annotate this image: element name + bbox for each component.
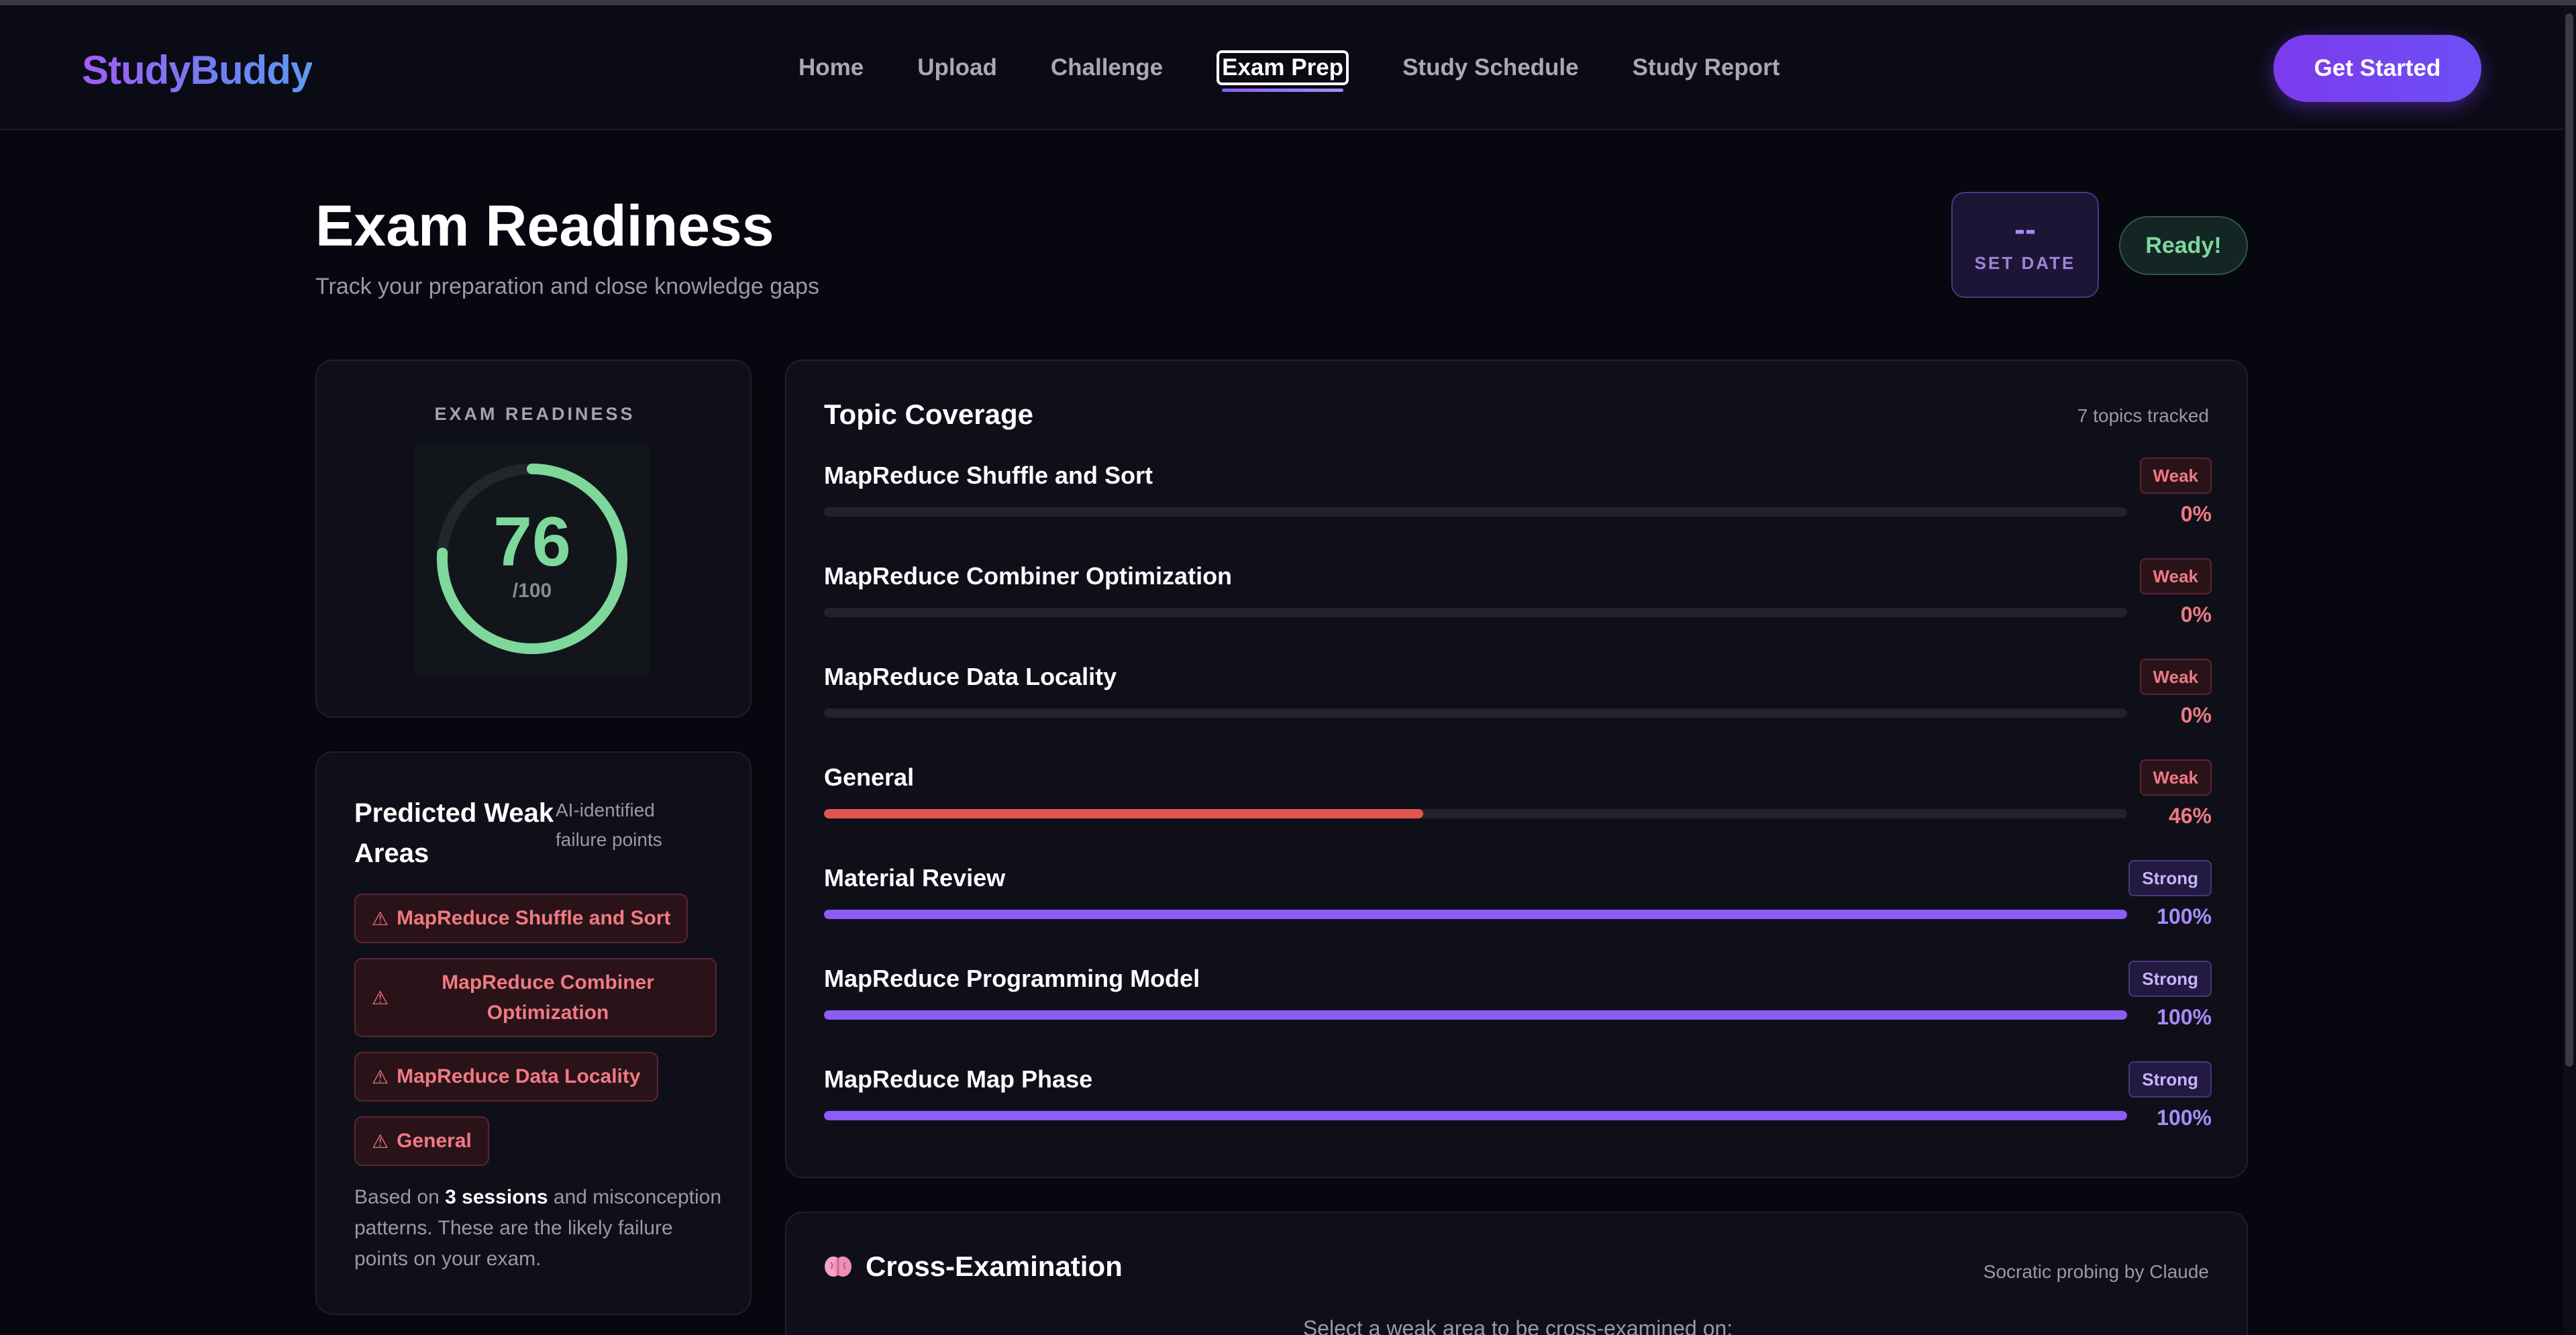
topic-name: MapReduce Map Phase [824,1065,1093,1093]
topic-name: MapReduce Combiner Optimization [824,562,1233,590]
page-subtitle: Track your preparation and close knowled… [315,274,819,299]
topic-row: MapReduce Programming Model Strong 100% [824,961,2212,1065]
top-navbar: StudyBuddy Home Upload Challenge Exam Pr… [0,5,2563,130]
weak-area-tag-label: MapReduce Combiner Optimization [442,971,654,1024]
exam-date-value: -- [2014,211,2036,248]
topic-percent: 0% [2180,602,2212,627]
topic-name: MapReduce Data Locality [824,663,1117,690]
weak-area-tag-label: MapReduce Data Locality [397,1065,641,1087]
scrollbar-thumb[interactable] [2565,13,2573,1067]
exam-readiness-card: EXAM READINESS 76 /100 [315,360,752,718]
topic-status-badge: Strong [2128,961,2212,997]
cross-examination-subtitle: Socratic probing by Claude [1983,1261,2209,1282]
main-nav: Home Upload Challenge Exam Prep Study Sc… [798,5,1833,130]
topic-progress-track [824,910,2127,919]
predicted-weak-areas-card: Predicted Weak Areas AI-identified failu… [315,751,752,1315]
warning-icon: ⚠ [372,987,389,1008]
weak-areas-footnote: Based on 3 sessions and misconception pa… [354,1182,730,1275]
topic-coverage-title: Topic Coverage [824,398,1033,430]
topic-percent: 46% [2168,804,2212,828]
topic-coverage-card: Topic Coverage 7 topics tracked MapReduc… [785,360,2248,1178]
app-logo[interactable]: StudyBuddy [82,48,313,93]
brain-icon [825,1257,852,1277]
topic-status-badge: Weak [2139,558,2212,594]
topic-progress-fill [824,1111,2127,1120]
weak-area-tag-label: MapReduce Shuffle and Sort [397,907,671,929]
topic-percent: 100% [2157,1005,2212,1029]
topic-progress-fill [824,910,2127,919]
topic-row: MapReduce Combiner Optimization Weak 0% [824,558,2212,663]
session-count: 3 sessions [445,1186,548,1208]
cross-examination-title: Cross-Examination [866,1250,1123,1282]
topic-progress-fill [824,809,1424,818]
window-top-border [0,0,2576,5]
topic-row: General Weak 46% [824,759,2212,864]
readiness-gauge: 76 /100 [415,441,650,676]
topic-progress-track [824,608,2127,617]
warning-icon: ⚠ [372,908,389,929]
topic-percent: 0% [2180,502,2212,526]
footnote-prefix: Based on [354,1186,446,1208]
topic-status-badge: Strong [2128,1061,2212,1098]
readiness-gauge-ring [437,464,627,654]
footnote-suffix: and misconception patterns. These are th… [354,1186,722,1270]
nav-study-schedule[interactable]: Study Schedule [1402,54,1579,81]
topic-status-badge: Strong [2128,860,2212,896]
topic-progress-track [824,507,2127,517]
topic-percent: 100% [2157,904,2212,928]
page-title: Exam Readiness [315,194,774,258]
topic-progress-track [824,1111,2127,1120]
topic-name: MapReduce Programming Model [824,965,1200,992]
nav-exam-prep[interactable]: Exam Prep [1217,50,1349,92]
readiness-card-label: EXAM READINESS [434,404,635,424]
weak-areas-title: Predicted Weak Areas [354,798,554,868]
topic-name: MapReduce Shuffle and Sort [824,462,1153,489]
topic-row: MapReduce Map Phase Strong 100% [824,1061,2212,1166]
warning-icon: ⚠ [372,1130,389,1152]
weak-areas-subtitle: AI-identified failure points [556,800,662,850]
readiness-max: /100 [512,580,552,602]
weak-area-tag[interactable]: ⚠ MapReduce Data Locality [354,1052,658,1102]
topic-name: General [824,763,915,791]
cross-examination-prompt: Select a weak area to be cross-examined … [1302,1316,1733,1335]
weak-area-tag[interactable]: ⚠ MapReduce Combiner Optimization [354,958,717,1037]
cross-examination-heading: Cross-Examination [824,1250,1123,1283]
weak-area-tag[interactable]: ⚠ General [354,1116,489,1166]
get-started-button[interactable]: Get Started [2273,35,2481,102]
warning-icon: ⚠ [372,1066,389,1087]
topic-row: Material Review Strong 100% [824,860,2212,965]
topic-percent: 0% [2180,703,2212,727]
readiness-status-badge: Ready! [2119,216,2248,275]
set-exam-date-button[interactable]: -- SET DATE [1951,192,2099,298]
readiness-score: 76 [493,503,571,581]
nav-challenge[interactable]: Challenge [1050,54,1164,81]
topic-name: Material Review [824,864,1006,892]
weak-area-tag-list: ⚠ MapReduce Shuffle and Sort ⚠ MapReduce… [354,894,717,1181]
topic-row: MapReduce Data Locality Weak 0% [824,659,2212,763]
topic-status-badge: Weak [2139,458,2212,494]
topics-tracked-count: 7 topics tracked [2077,405,2209,426]
weak-area-tag[interactable]: ⚠ MapReduce Shuffle and Sort [354,894,688,943]
nav-study-report[interactable]: Study Report [1632,54,1780,81]
topic-progress-fill [824,1010,2127,1020]
set-date-label: SET DATE [1974,252,2076,273]
weak-area-tag-label: General [397,1130,472,1152]
topic-progress-track [824,708,2127,718]
cross-examination-card: Cross-Examination Socratic probing by Cl… [785,1212,2248,1335]
nav-upload[interactable]: Upload [917,54,997,81]
nav-home[interactable]: Home [798,54,864,81]
topic-row: MapReduce Shuffle and Sort Weak 0% [824,458,2212,562]
topic-list: MapReduce Shuffle and Sort Weak 0% MapReduc… [824,458,2212,1166]
topic-progress-track [824,809,2127,818]
topic-progress-track [824,1010,2127,1020]
topic-status-badge: Weak [2139,759,2212,796]
gauge-progress-arc [437,464,627,654]
topic-status-badge: Weak [2139,659,2212,695]
topic-percent: 100% [2157,1106,2212,1130]
